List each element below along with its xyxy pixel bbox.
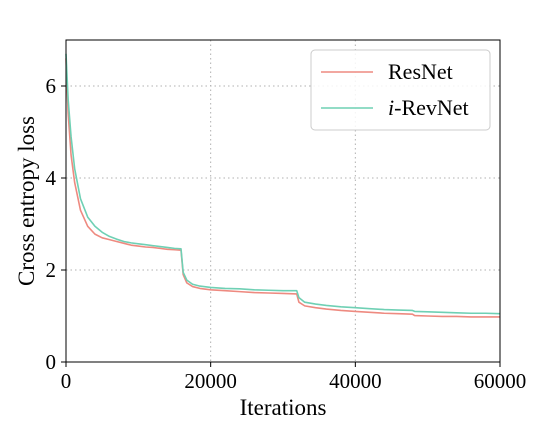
y-tick-label-0: 0 — [46, 350, 57, 374]
x-tick-label-2: 40000 — [329, 369, 382, 393]
y-tick-label-2: 4 — [46, 166, 57, 190]
x-tick-label-3: 60000 — [474, 369, 527, 393]
legend-label-irevnet: i-RevNet — [388, 95, 469, 120]
x-tick-label-1: 20000 — [184, 369, 237, 393]
series-line-1 — [65, 53, 501, 315]
y-axis-ticks: 0 2 4 6 — [46, 74, 66, 374]
x-axis-ticks: 0 20000 40000 60000 — [61, 362, 527, 393]
y-axis-label: Cross entropy loss — [14, 116, 39, 286]
legend-label-irevnet-rest: -RevNet — [394, 95, 469, 120]
legend-box — [310, 49, 491, 131]
series-lines — [65, 53, 501, 318]
legend-label-resnet: ResNet — [388, 59, 453, 84]
y-tick-label-3: 6 — [46, 74, 57, 98]
grid-lines — [66, 40, 500, 362]
x-axis-label: Iterations — [240, 395, 327, 420]
legend-label-irevnet-italic: i — [388, 95, 394, 120]
series-line-0 — [65, 58, 500, 318]
x-tick-label-0: 0 — [61, 369, 72, 393]
legend: ResNet i-RevNet — [310, 49, 491, 131]
y-tick-label-1: 2 — [46, 258, 57, 282]
plot-frame — [65, 39, 501, 363]
